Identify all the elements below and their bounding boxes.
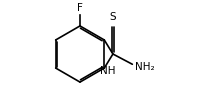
Text: S: S xyxy=(109,12,116,22)
Text: NH: NH xyxy=(100,66,115,76)
Text: NH₂: NH₂ xyxy=(134,62,154,72)
Text: F: F xyxy=(77,3,83,13)
